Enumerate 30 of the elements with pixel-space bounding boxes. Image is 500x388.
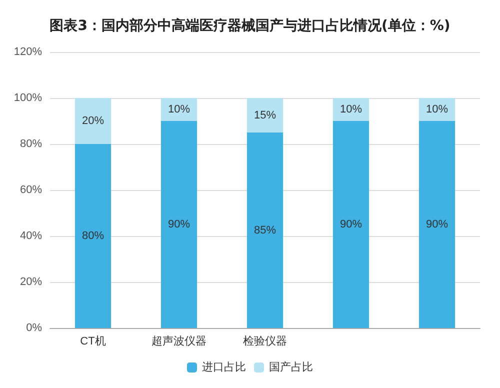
y-tick-label: 80%	[20, 138, 42, 150]
legend-label: 进口占比	[202, 360, 246, 374]
legend-label: 国产占比	[269, 360, 313, 374]
data-label: 90%	[168, 218, 190, 230]
data-label: 85%	[254, 224, 276, 236]
y-tick-label: 120%	[14, 46, 42, 58]
bar	[74, 144, 112, 328]
data-label: 90%	[426, 218, 448, 230]
bar	[332, 121, 370, 328]
x-tick-label: 超声波仪器	[152, 334, 206, 348]
bar	[246, 132, 284, 328]
data-label: 80%	[82, 230, 104, 242]
data-label: 10%	[340, 104, 362, 116]
y-tick-label: 20%	[20, 276, 42, 288]
y-tick-label: 40%	[20, 230, 42, 242]
y-tick-label: 60%	[20, 184, 42, 196]
y-tick-label: 0%	[26, 322, 42, 334]
chart-title: 图表3：国内部分中高端医疗器械国产与进口占比情况(单位：%)	[50, 17, 450, 34]
data-label: 15%	[254, 109, 276, 122]
bar	[160, 121, 198, 328]
data-label: 10%	[426, 104, 448, 116]
y-tick-label: 100%	[14, 92, 42, 104]
bar	[246, 98, 284, 132]
x-tick-label: 检验仪器	[243, 336, 287, 348]
data-label: 20%	[82, 115, 104, 127]
x-tick-label: CT机	[80, 336, 106, 348]
data-label: 10%	[168, 104, 190, 116]
bar	[418, 121, 456, 328]
data-label: 90%	[340, 218, 362, 230]
bar	[74, 98, 112, 144]
